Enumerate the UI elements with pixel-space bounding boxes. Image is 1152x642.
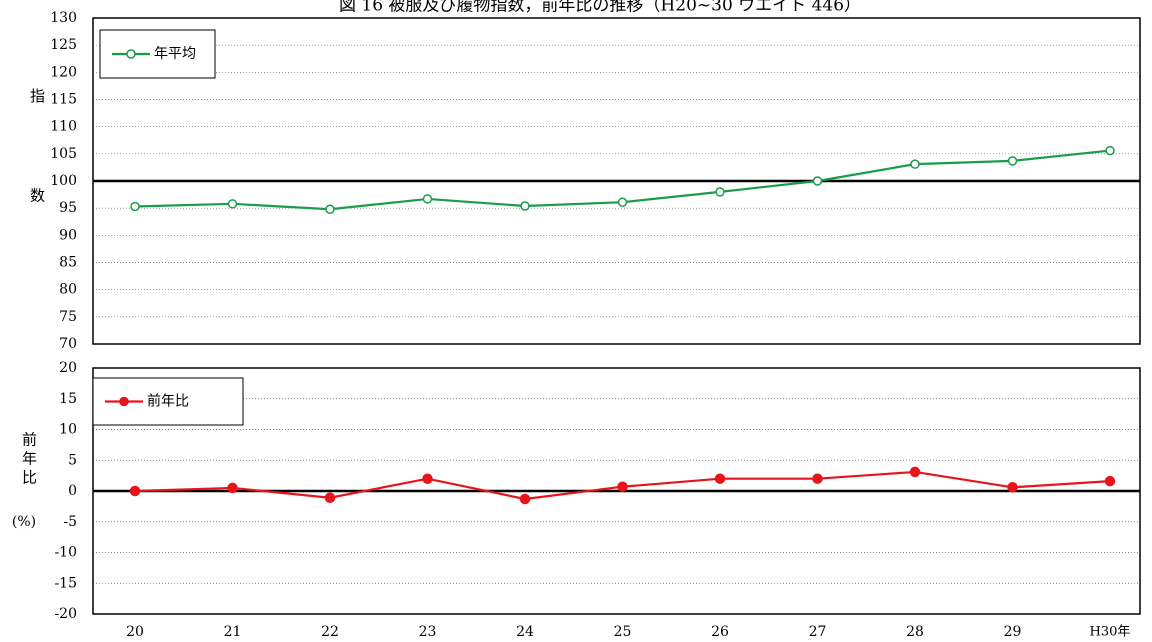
y-tick-label: -10 bbox=[54, 545, 77, 561]
point bbox=[1105, 145, 1115, 156]
plot-frame bbox=[92, 367, 1141, 615]
y-axis-label: 前年比 bbox=[20, 432, 38, 489]
point bbox=[1007, 156, 1018, 166]
y-tick-label: -20 bbox=[54, 606, 77, 622]
y-tick-label: 20 bbox=[59, 360, 77, 376]
legend-marker bbox=[126, 49, 136, 59]
point bbox=[130, 201, 140, 212]
point bbox=[227, 482, 238, 494]
point bbox=[617, 197, 628, 207]
point bbox=[422, 194, 433, 204]
y-tick-label: 5 bbox=[68, 452, 77, 468]
point bbox=[1104, 475, 1116, 487]
y-tick-label: 130 bbox=[50, 10, 77, 26]
x-tick-label: 25 bbox=[614, 624, 632, 640]
y-tick-label: 105 bbox=[50, 146, 77, 162]
point bbox=[812, 473, 823, 484]
x-tick-label: 22 bbox=[321, 624, 339, 640]
point bbox=[714, 473, 726, 484]
x-tick-label: 21 bbox=[224, 624, 242, 640]
y-axis-label: 指 数 bbox=[28, 88, 46, 243]
y-tick-label: 120 bbox=[50, 64, 77, 80]
point bbox=[520, 201, 530, 211]
point bbox=[812, 176, 823, 186]
legend-marker bbox=[119, 396, 129, 407]
point bbox=[422, 473, 433, 484]
point bbox=[227, 199, 238, 209]
x-tick-label: H30年 bbox=[1090, 625, 1131, 640]
y-tick-label: 70 bbox=[59, 336, 77, 352]
y-tick-label: 0 bbox=[68, 483, 77, 499]
point bbox=[909, 466, 921, 478]
legend-box bbox=[99, 29, 216, 79]
x-tick-label: 29 bbox=[1004, 624, 1022, 640]
y-tick-label: 80 bbox=[59, 282, 77, 298]
y-tick-label: 100 bbox=[50, 173, 77, 189]
y-tick-label: 110 bbox=[50, 119, 77, 135]
x-tick-label: 26 bbox=[711, 624, 729, 640]
y-tick-label: 75 bbox=[59, 309, 77, 325]
y-tick-label: -5 bbox=[63, 514, 77, 530]
x-tick-label: 23 bbox=[419, 624, 437, 640]
x-tick-label: 27 bbox=[809, 624, 827, 640]
chart-title: 図 16 被服及び履物指数，前年比の推移（H20~30 ウエイト 446） bbox=[339, 0, 861, 16]
x-tick-label: 28 bbox=[906, 624, 924, 640]
y-tick-label: 15 bbox=[59, 391, 77, 407]
x-tick-label: 20 bbox=[126, 624, 144, 640]
point bbox=[715, 187, 725, 197]
y-tick-label: 10 bbox=[59, 422, 77, 438]
y-tick-label: 85 bbox=[59, 255, 77, 271]
point bbox=[617, 481, 628, 492]
point bbox=[1007, 482, 1018, 493]
point bbox=[325, 204, 335, 215]
y-tick-label: 125 bbox=[50, 37, 77, 53]
legend-label: 年平均 bbox=[154, 46, 196, 62]
y-axis-unit: (%) bbox=[12, 514, 36, 530]
point bbox=[910, 159, 920, 169]
y-tick-label: 90 bbox=[59, 227, 77, 243]
y-tick-label: 95 bbox=[59, 200, 77, 216]
point bbox=[129, 485, 141, 497]
plot-frame bbox=[92, 17, 1141, 345]
point bbox=[519, 493, 531, 505]
y-tick-label: 115 bbox=[50, 92, 77, 108]
legend-label: 前年比 bbox=[147, 393, 189, 410]
point bbox=[324, 492, 336, 504]
y-tick-label: -15 bbox=[54, 575, 77, 591]
x-tick-label: 24 bbox=[516, 624, 534, 640]
